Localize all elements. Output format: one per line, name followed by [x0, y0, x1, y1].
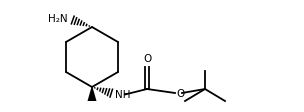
Text: O: O — [176, 89, 184, 99]
Text: NH: NH — [115, 89, 130, 99]
Polygon shape — [88, 87, 96, 101]
Text: H₂N: H₂N — [48, 14, 68, 24]
Text: O: O — [143, 54, 151, 64]
